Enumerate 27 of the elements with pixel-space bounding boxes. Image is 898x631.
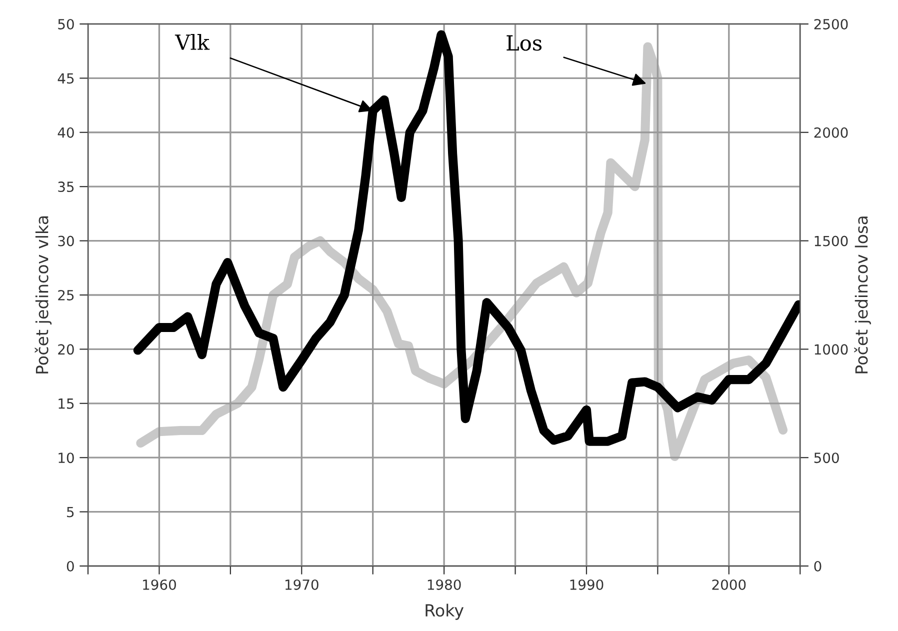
y-tick-label: 10 — [58, 452, 74, 464]
y-axis-title: Počet jedincov vlka — [34, 216, 52, 374]
x-tick-label: 2000 — [712, 579, 746, 590]
y-tick-label: 35 — [58, 182, 74, 192]
x-tick-label: 1970 — [285, 579, 318, 590]
x-tick-label: 1980 — [428, 579, 461, 590]
annotation: Vlk — [174, 34, 210, 50]
y-tick-label: 25 — [58, 290, 74, 300]
y2-tick-label: 1500 — [814, 236, 848, 246]
y2-tick-label: 2500 — [814, 18, 848, 30]
y-tick-label: 45 — [58, 73, 74, 84]
annotation: Los — [506, 35, 542, 51]
y-tick-label: 0 — [66, 560, 74, 572]
x-tick-label: 1960 — [143, 579, 176, 590]
y2-tick-label: 500 — [814, 452, 839, 464]
y-tick-label: 30 — [58, 236, 74, 246]
x-axis-title: Roky — [426, 604, 464, 620]
y-tick-label: 5 — [67, 506, 74, 518]
y-tick-label: 50 — [58, 18, 74, 30]
x-tick-label: 1990 — [570, 579, 604, 590]
y-tick-label: 40 — [58, 127, 74, 138]
y2-tick-label: 0 — [814, 560, 822, 572]
y2-tick-label: 1000 — [814, 344, 848, 355]
y-tick-label: 20 — [58, 344, 74, 355]
y2-tick-label: 2000 — [814, 127, 848, 138]
y-tick-label: 15 — [58, 398, 74, 409]
y2-axis-title: Počet jedincov losa — [854, 216, 872, 374]
